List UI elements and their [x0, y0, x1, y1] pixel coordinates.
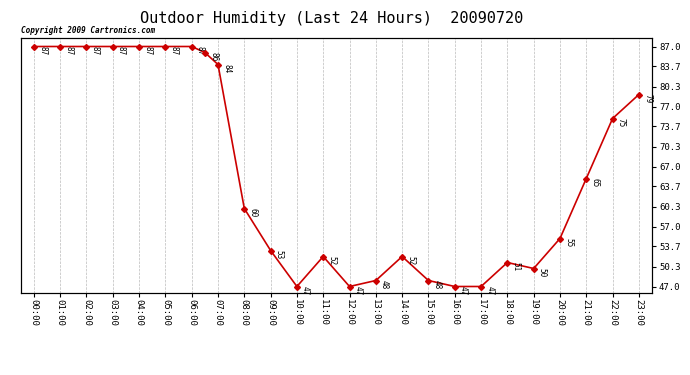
Text: 55: 55: [564, 238, 573, 248]
Text: 87: 87: [144, 46, 152, 56]
Text: 79: 79: [643, 94, 652, 104]
Text: Outdoor Humidity (Last 24 Hours)  20090720: Outdoor Humidity (Last 24 Hours) 2009072…: [139, 11, 523, 26]
Text: 87: 87: [38, 46, 47, 56]
Text: 47: 47: [485, 286, 494, 296]
Text: 47: 47: [459, 286, 468, 296]
Text: 47: 47: [354, 286, 363, 296]
Text: 52: 52: [327, 256, 337, 266]
Text: 48: 48: [380, 280, 389, 290]
Text: 47: 47: [301, 286, 310, 296]
Text: 87: 87: [64, 46, 73, 56]
Text: 53: 53: [275, 251, 284, 260]
Text: 87: 87: [117, 46, 126, 56]
Text: 52: 52: [406, 256, 415, 266]
Text: 87: 87: [196, 46, 205, 56]
Text: 87: 87: [170, 46, 179, 56]
Text: 87: 87: [90, 46, 99, 56]
Text: 84: 84: [222, 64, 231, 74]
Text: Copyright 2009 Cartronics.com: Copyright 2009 Cartronics.com: [21, 26, 155, 35]
Text: 60: 60: [248, 209, 257, 218]
Text: 51: 51: [511, 262, 520, 272]
Text: 48: 48: [433, 280, 442, 290]
Text: 86: 86: [209, 53, 218, 62]
Text: 75: 75: [617, 118, 626, 128]
Text: 50: 50: [538, 268, 547, 278]
Text: 65: 65: [591, 178, 600, 188]
